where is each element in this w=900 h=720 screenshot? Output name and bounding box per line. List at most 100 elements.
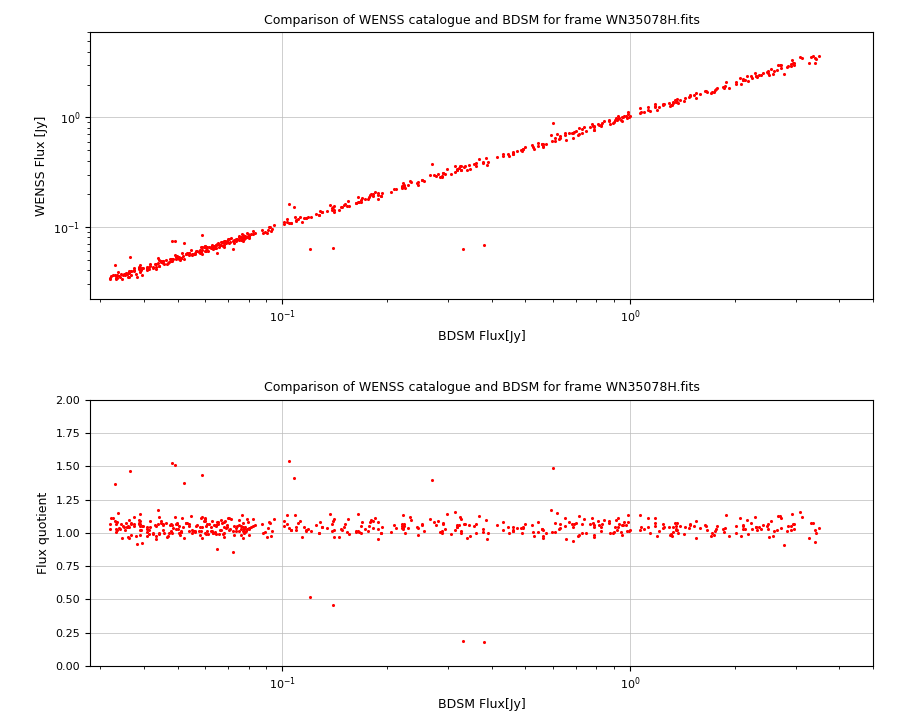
Point bbox=[189, 246, 203, 257]
Point bbox=[312, 210, 327, 221]
Point bbox=[244, 229, 258, 240]
Point bbox=[167, 249, 182, 261]
Point bbox=[160, 531, 175, 543]
Point bbox=[611, 512, 625, 523]
Point bbox=[311, 210, 326, 221]
Point bbox=[698, 86, 712, 97]
Point bbox=[146, 528, 160, 540]
Point bbox=[670, 527, 685, 539]
Point bbox=[172, 527, 186, 539]
Point bbox=[165, 253, 179, 264]
Point bbox=[456, 518, 471, 530]
Point bbox=[172, 520, 186, 531]
Point bbox=[437, 168, 452, 180]
Point bbox=[242, 523, 256, 534]
Point bbox=[526, 526, 540, 537]
Point bbox=[188, 248, 202, 259]
Point bbox=[209, 520, 223, 531]
Point bbox=[476, 523, 491, 534]
Point bbox=[313, 205, 328, 217]
Point bbox=[176, 532, 191, 544]
Point bbox=[708, 523, 723, 535]
Point bbox=[210, 543, 224, 554]
Point bbox=[454, 525, 468, 536]
Point bbox=[122, 532, 137, 544]
Point bbox=[133, 508, 148, 520]
Point bbox=[210, 516, 224, 528]
Point bbox=[105, 513, 120, 524]
Point bbox=[174, 525, 188, 536]
Y-axis label: WENSS Flux [Jy]: WENSS Flux [Jy] bbox=[35, 115, 48, 216]
Point bbox=[133, 521, 148, 532]
Point bbox=[456, 161, 471, 173]
Point bbox=[292, 212, 307, 223]
Point bbox=[248, 227, 263, 238]
Point bbox=[786, 518, 800, 530]
Point bbox=[455, 635, 470, 647]
Point bbox=[127, 518, 141, 529]
Point bbox=[587, 522, 601, 534]
Point bbox=[168, 523, 183, 535]
Point bbox=[615, 520, 629, 531]
Point bbox=[193, 248, 207, 259]
Point bbox=[299, 524, 313, 536]
Point bbox=[230, 521, 245, 532]
Point bbox=[539, 138, 554, 150]
Point bbox=[110, 516, 124, 528]
Point bbox=[133, 524, 148, 536]
Point bbox=[427, 169, 441, 181]
Point bbox=[168, 253, 183, 265]
Point bbox=[289, 524, 303, 536]
Point bbox=[115, 521, 130, 532]
Point bbox=[109, 518, 123, 530]
Point bbox=[198, 513, 212, 524]
Point bbox=[200, 518, 214, 530]
Point bbox=[123, 517, 138, 528]
Point bbox=[387, 519, 401, 531]
Y-axis label: Flux quotient: Flux quotient bbox=[37, 492, 50, 574]
Point bbox=[222, 513, 237, 524]
Point bbox=[633, 107, 647, 119]
Point bbox=[242, 523, 256, 535]
Point bbox=[133, 264, 148, 276]
Point bbox=[648, 99, 662, 110]
Point bbox=[288, 211, 302, 222]
Point bbox=[135, 520, 149, 531]
Point bbox=[562, 516, 576, 528]
Point bbox=[668, 517, 682, 528]
Point bbox=[490, 519, 504, 531]
Point bbox=[119, 267, 133, 279]
Point bbox=[566, 127, 580, 138]
Point bbox=[224, 513, 238, 524]
Point bbox=[687, 521, 701, 532]
Point bbox=[103, 274, 117, 285]
Point bbox=[212, 241, 227, 253]
Point bbox=[585, 517, 599, 528]
Point bbox=[736, 523, 751, 535]
Point bbox=[185, 249, 200, 261]
Point bbox=[389, 522, 403, 534]
Point bbox=[107, 479, 122, 490]
Point bbox=[131, 263, 146, 274]
Point bbox=[197, 241, 211, 253]
Point bbox=[238, 521, 253, 533]
Point bbox=[115, 269, 130, 280]
Point bbox=[189, 520, 203, 531]
Point bbox=[502, 150, 517, 161]
Point bbox=[221, 237, 236, 248]
Point bbox=[280, 214, 294, 225]
Point bbox=[580, 528, 594, 539]
Point bbox=[747, 511, 761, 523]
Point bbox=[127, 265, 141, 276]
Point bbox=[238, 232, 252, 243]
Point bbox=[315, 521, 329, 533]
Point bbox=[621, 109, 635, 120]
Point bbox=[805, 517, 819, 528]
Point bbox=[194, 521, 209, 533]
Point bbox=[710, 521, 724, 532]
Point bbox=[360, 525, 374, 536]
Point bbox=[218, 235, 232, 246]
Point bbox=[774, 522, 788, 534]
Point bbox=[320, 205, 334, 217]
Point bbox=[349, 526, 364, 537]
